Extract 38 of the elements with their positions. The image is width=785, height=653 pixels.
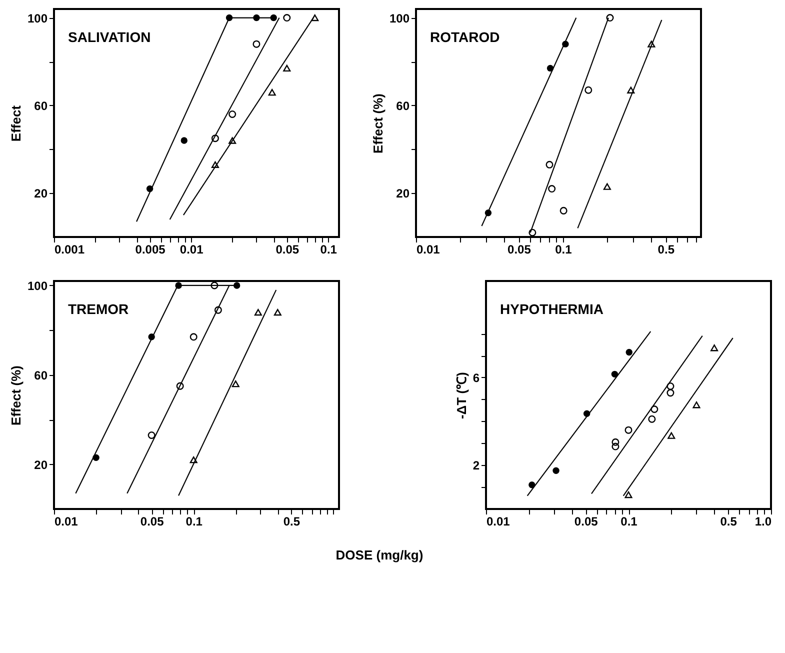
x-tick-label: 0.05 (140, 514, 164, 528)
x-tick-label: 0.1 (320, 242, 338, 256)
x-tick-label: 0.005 (135, 242, 166, 256)
text: SALIVATION (68, 29, 151, 45)
x-tick-label: 0.1 (186, 514, 203, 528)
y-tick-label: 100 (389, 11, 410, 26)
x-tick-label: 0.05 (574, 514, 598, 528)
y-axis-title: Effect (%) (8, 366, 24, 426)
x-tick-label: 0.1 (555, 242, 572, 256)
x-tick-label: 0.01 (416, 242, 440, 256)
y-tick-label: 100 (27, 11, 48, 26)
x-tick-label: 0.001 (54, 242, 85, 256)
y-axis-title: -ΔT (℃) (454, 372, 469, 419)
y-axis-title: Effect (%) (370, 94, 386, 154)
x-tick-label: 0.01 (486, 514, 510, 528)
x-tick-label: 0.1 (620, 514, 638, 528)
y-axis-title: Effect (8, 104, 24, 142)
y-tick-label: 60 (34, 98, 48, 113)
y-tick-label: 60 (34, 368, 48, 382)
y-tick-label: 60 (396, 98, 410, 113)
x-tick-label: 1.0 (754, 514, 772, 528)
x-axis-title: DOSE (mg/kg) (336, 548, 424, 562)
y-tick-label: 6 (472, 370, 480, 385)
y-tick-label: 20 (396, 186, 410, 201)
x-tick-label: 0.5 (720, 514, 738, 528)
y-tick-label: 2 (472, 458, 480, 473)
x-tick-label: 0.05 (508, 242, 532, 256)
x-tick-label: 0.01 (54, 514, 78, 528)
x-tick-label: 0.5 (283, 514, 300, 528)
y-tick-label: 100 (27, 278, 48, 293)
text: ROTAROD (430, 29, 500, 45)
text: TREMOR (68, 301, 129, 317)
y-tick-label: 20 (34, 458, 48, 472)
x-tick-label: 0.05 (276, 242, 300, 256)
x-tick-label: 0.01 (180, 242, 204, 256)
text: HYPOTHERMIA (500, 301, 604, 317)
y-tick-label: 20 (34, 186, 48, 201)
x-tick-label: 0.5 (658, 242, 675, 256)
